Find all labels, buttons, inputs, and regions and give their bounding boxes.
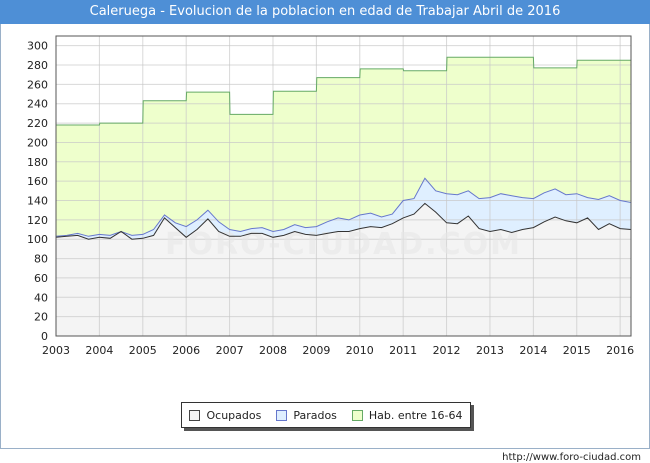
x-tick-label-2009: 2009	[302, 344, 330, 357]
y-tick-label-120: 120	[27, 214, 48, 227]
y-tick-label-280: 280	[27, 59, 48, 72]
area-ocupados	[56, 203, 631, 336]
y-tick-label-300: 300	[27, 40, 48, 53]
x-tick-label-2010: 2010	[346, 344, 374, 357]
y-tick-label-160: 160	[27, 175, 48, 188]
x-tick-label-2004: 2004	[85, 344, 113, 357]
legend-label-ocupados: Ocupados	[206, 408, 262, 422]
legend-swatch-parados	[276, 409, 288, 421]
x-tick-label-2015: 2015	[563, 344, 591, 357]
x-tick-label-2003: 2003	[42, 344, 70, 357]
y-tick-label-200: 200	[27, 136, 48, 149]
legend-item-hab: Hab. entre 16-64	[351, 408, 463, 422]
y-tick-label-60: 60	[34, 272, 48, 285]
y-tick-label-140: 140	[27, 195, 48, 208]
chart-svg: FORO-CIUDAD.COM 0 20 40 60 80 100 120 140 160 180 2…	[27, 35, 634, 357]
x-tick-label-2016: 2016	[606, 344, 634, 357]
title-bar: Caleruega - Evolucion de la poblacion en…	[0, 0, 650, 24]
legend-label-hab: Hab. entre 16-64	[368, 408, 463, 422]
line-ocupados	[55, 202, 632, 240]
y-tick-label-240: 240	[27, 98, 48, 111]
x-tick-label-2013: 2013	[476, 344, 504, 357]
legend-label-parados: Parados	[293, 408, 337, 422]
x-tick-label-2006: 2006	[172, 344, 200, 357]
x-tick-label-2011: 2011	[389, 344, 417, 357]
x-tick-label-2014: 2014	[519, 344, 547, 357]
y-tick-label-220: 220	[27, 117, 48, 130]
y-tick-label-260: 260	[27, 78, 48, 91]
line-parados	[55, 177, 632, 237]
watermark: FORO-CIUDAD.COM	[165, 227, 522, 262]
legend-swatch-hab	[351, 409, 363, 421]
chart-title: Caleruega - Evolucion de la poblacion en…	[89, 4, 561, 19]
x-tick-label-2007: 2007	[216, 344, 244, 357]
source-url: http://www.foro-ciudad.com	[502, 452, 641, 463]
legend: Ocupados Parados Hab. entre 16-64	[181, 402, 471, 428]
y-tick-label-40: 40	[34, 291, 48, 304]
x-tick-label-2005: 2005	[129, 344, 157, 357]
legend-item-parados: Parados	[276, 409, 337, 422]
x-tick-label-2012: 2012	[433, 344, 461, 357]
legend-swatch-ocupados	[189, 409, 201, 421]
x-tick-label-2008: 2008	[259, 344, 287, 357]
legend-item-ocupados: Ocupados	[189, 409, 261, 422]
plot-border	[55, 35, 632, 337]
y-tick-label-80: 80	[34, 253, 48, 266]
y-tick-label-0: 0	[41, 330, 48, 343]
y-tick-label-180: 180	[27, 156, 48, 169]
chart-frame: FORO-CIUDAD.COM 0 20 40 60 80 100 120 140 160 180 2…	[0, 24, 650, 463]
y-tick-label-100: 100	[27, 233, 48, 246]
line-hab	[56, 56, 631, 126]
y-tick-label-20: 20	[34, 311, 48, 324]
